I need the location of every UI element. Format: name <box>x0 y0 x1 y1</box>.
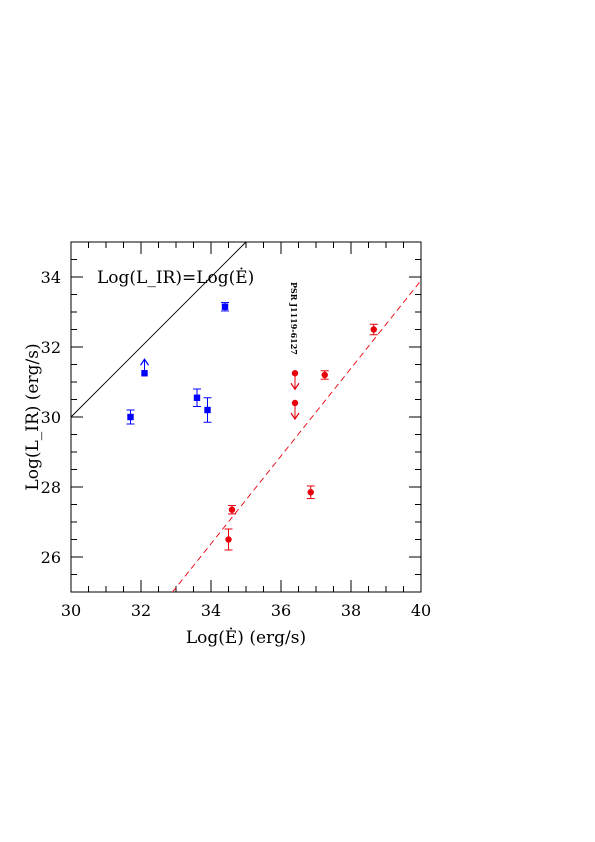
y-tick-label: 32 <box>41 338 61 357</box>
y-tick-label: 28 <box>41 478 61 497</box>
y-tick-label: 34 <box>41 268 61 287</box>
axis-ticks <box>70 241 422 593</box>
reference-lines <box>70 241 422 593</box>
x-tick-label: 34 <box>201 601 221 620</box>
plot-frame <box>70 241 422 593</box>
x-tick-label: 32 <box>131 601 151 620</box>
blue-square-point <box>203 397 212 423</box>
blue-square-point <box>126 409 135 425</box>
psr-annotation: PSR J1119-6127 <box>289 282 299 355</box>
fit-line-dashed <box>172 280 422 593</box>
red-circle-point <box>369 323 378 336</box>
y-tick-label: 30 <box>41 408 61 427</box>
x-tick-label: 36 <box>271 601 291 620</box>
equality-line <box>70 241 247 418</box>
red-circle-point <box>306 485 315 500</box>
y-tick-label: 26 <box>41 548 61 567</box>
tick-labels: 30 32 34 36 38 40 26 28 30 32 34 <box>41 268 432 620</box>
equality-line-label: Log(L_IR)=Log(Ė) <box>97 267 254 288</box>
x-tick-label: 30 <box>61 601 81 620</box>
red-circle-point <box>290 370 300 391</box>
data-points <box>126 302 378 551</box>
x-tick-label: 38 <box>341 601 361 620</box>
red-circle-point <box>224 528 233 551</box>
y-axis-label: Log(L_IR) (erg/s) <box>23 343 43 490</box>
x-axis-label: Log(Ė) (erg/s) <box>186 627 306 648</box>
blue-square-point <box>221 302 229 312</box>
red-circle-point <box>320 370 329 380</box>
red-circle-point <box>228 505 236 515</box>
blue-square-point <box>193 388 201 407</box>
x-tick-label: 40 <box>411 601 431 620</box>
blue-square-point <box>140 358 149 377</box>
red-circle-point <box>290 399 300 421</box>
